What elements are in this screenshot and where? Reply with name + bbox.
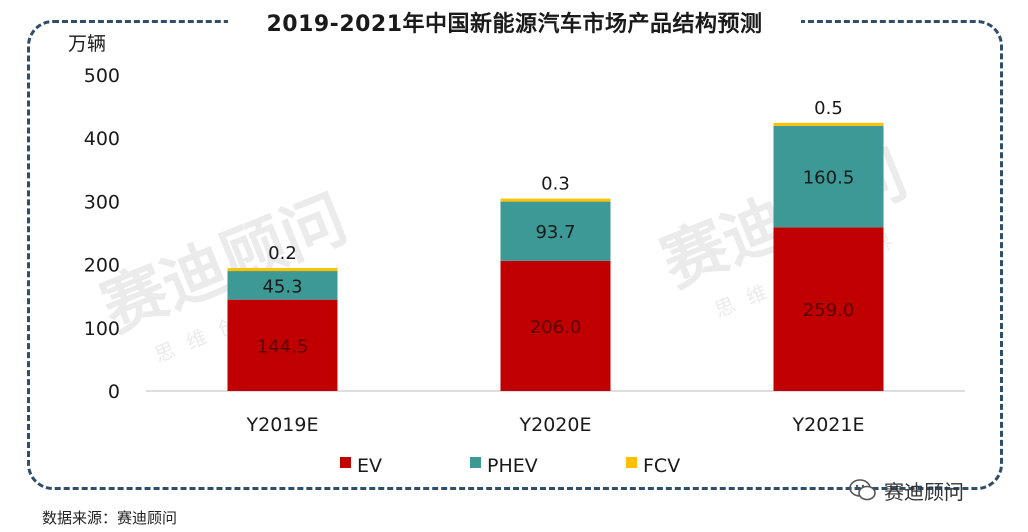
data-label: 259.0 [803, 300, 855, 321]
bar-fcv [500, 198, 611, 202]
bar-phev [773, 125, 884, 228]
data-label: 0.5 [814, 98, 843, 119]
title-background [228, 0, 801, 46]
bar-ev [773, 227, 884, 391]
legend-label-ev: EV [357, 455, 382, 477]
data-label: 160.5 [803, 168, 855, 189]
bars: 144.5 45.3 0.2 206.0 93.7 0.3 259.0 160.5 0.5 [227, 98, 884, 391]
y-tick-label: 100 [84, 318, 120, 340]
x-tick-label: Y2021E [792, 414, 865, 436]
y-tick-label: 400 [84, 128, 120, 150]
y-axis-unit: 万辆 [68, 33, 106, 55]
bar-ev [227, 299, 338, 391]
bar-fcv [773, 122, 884, 126]
y-tick-label: 200 [84, 255, 120, 277]
data-label: 45.3 [262, 276, 302, 297]
y-axis: 0 100 200 300 400 500 [84, 65, 120, 403]
y-tick-label: 300 [84, 191, 120, 213]
data-label: 144.5 [257, 336, 309, 357]
legend-label-phev: PHEV [487, 455, 538, 477]
legend-swatch-ev [340, 457, 351, 468]
brand-name: 赛迪顾问 [884, 479, 964, 504]
data-label: 0.3 [541, 174, 570, 195]
legend: EV PHEV FCV [340, 455, 680, 477]
bar-ev [500, 260, 611, 391]
bar-phev [227, 271, 338, 300]
legend-swatch-fcv [626, 457, 637, 468]
data-source: 数据来源：赛迪顾问 [42, 509, 178, 527]
legend-label-fcv: FCV [643, 455, 680, 477]
y-tick-label: 0 [108, 381, 120, 403]
data-label: 206.0 [530, 317, 582, 338]
wechat-icon [849, 479, 876, 501]
x-tick-label: Y2020E [519, 414, 592, 436]
bar-phev [500, 201, 611, 261]
data-label: 93.7 [535, 222, 575, 243]
chart-title: 2019-2021年中国新能源汽车市场产品结构预测 [266, 12, 763, 37]
bar-fcv [227, 268, 338, 272]
data-label: 0.2 [268, 243, 297, 264]
brand-logo: 赛迪顾问 [848, 475, 964, 505]
y-tick-label: 500 [84, 65, 120, 87]
legend-swatch-phev [470, 457, 481, 468]
x-axis: Y2019E Y2020E Y2021E [246, 414, 865, 436]
x-tick-label: Y2019E [246, 414, 319, 436]
